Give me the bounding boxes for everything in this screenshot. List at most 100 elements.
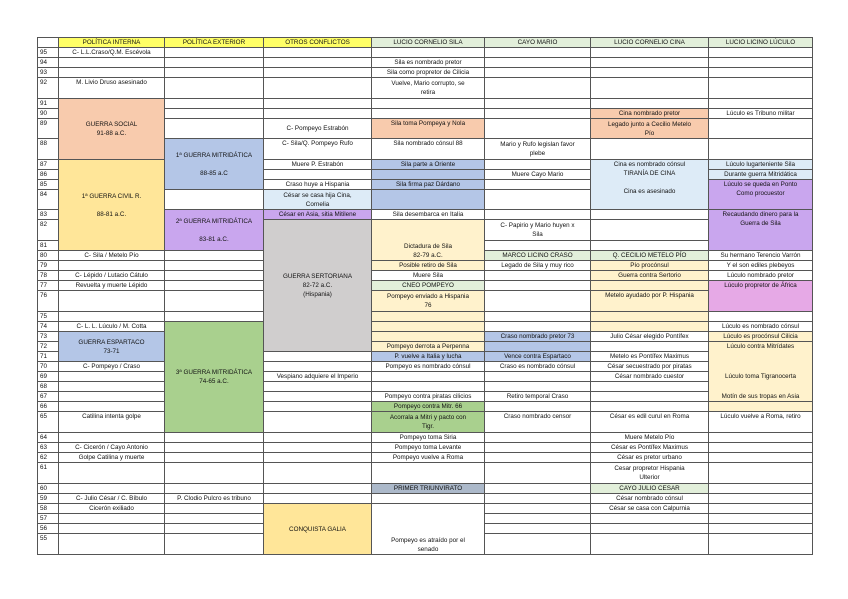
year-label: 92 (38, 78, 58, 98)
event-cell-politica-interna: C- Pompeyo / Craso (59, 362, 164, 371)
year-label: 61 (38, 463, 58, 483)
event-cell-politica-interna: Cicerón exiliado (59, 504, 164, 513)
event-text: Acorrala a Mitri y pacto con (389, 414, 467, 421)
empty-cell (165, 524, 263, 533)
event-cell-politica-interna: C- L. L. Lúculo / M. Cotta (59, 322, 164, 331)
event-cell-otros-conflictos: Vespiano adquiere el Imperio (264, 372, 371, 381)
empty-cell (485, 241, 590, 250)
event-text: Craso es nombrado cónsul (499, 363, 576, 370)
year-label: 68 (38, 382, 58, 391)
event-text: C- Papirio y Mario huyen x (500, 222, 575, 229)
event-cell-sila: Pompeyo es atraído por el senado (372, 504, 484, 554)
event-cell-mario (485, 342, 590, 351)
event-text: Lúculo lugarteniente Sila (726, 161, 795, 168)
empty-cell (165, 484, 263, 493)
empty-cell (709, 58, 812, 67)
empty-cell (485, 271, 590, 280)
event-cell-sila (372, 332, 484, 341)
empty-cell (485, 48, 590, 57)
event-text: GUERRA SOCIAL (85, 121, 138, 128)
year-label: 65 (38, 412, 58, 432)
year-label: 86 (38, 170, 58, 179)
empty-cell (709, 514, 812, 523)
year-label: 76 (38, 291, 58, 311)
event-text: C- Pompeyo / Craso (82, 363, 141, 370)
empty-cell (264, 433, 371, 442)
event-cell-luculo: Lúculo es procónsul Cilicia (709, 332, 812, 341)
event-cell-sila: Sila parte a Oriente (372, 160, 484, 169)
empty-cell (165, 281, 263, 290)
empty-cell (372, 48, 484, 57)
empty-cell (709, 68, 812, 77)
empty-cell (591, 58, 708, 67)
empty-cell (165, 534, 263, 554)
event-text: Sila (532, 231, 543, 238)
event-cell-politica-exterior: 2ª GUERRA MITRIDÁTICA 83-81 a.C. (165, 210, 263, 250)
column-header-sila: LUCIO CORNELIO SILA (372, 38, 484, 47)
empty-cell (485, 58, 590, 67)
event-cell-mario: Craso nombrado censor (485, 412, 590, 432)
event-text: César es edil curul en Roma (609, 413, 690, 420)
event-text: CONQUISTA GALIA (289, 525, 346, 533)
event-cell-luculo: Y el son ediles plebeyos (709, 261, 812, 270)
empty-cell (165, 119, 263, 138)
empty-cell (264, 484, 371, 493)
empty-cell (59, 524, 164, 533)
event-text: Pompeyo es nombrado cónsul (385, 363, 471, 370)
empty-cell (485, 453, 590, 462)
event-cell-sila (372, 170, 484, 179)
empty-cell (165, 291, 263, 311)
year-label: 66 (38, 402, 58, 411)
empty-cell (372, 494, 484, 503)
event-text: Ulterior (639, 474, 660, 481)
empty-cell (59, 514, 164, 523)
empty-cell (59, 372, 164, 381)
year-label: 80 (38, 251, 58, 260)
event-cell-mario: C- Papirio y Mario huyen x Sila (485, 220, 590, 240)
event-cell-sila: Pompeyo derrota a Perpenna (372, 342, 484, 351)
empty-cell (165, 68, 263, 77)
event-text: C- L.L.Craso/Q.M. Escévola (72, 49, 151, 56)
empty-cell (485, 312, 590, 321)
empty-cell (264, 68, 371, 77)
year-label: 70 (38, 362, 58, 371)
event-cell-sila: Pompeyo toma Siria (372, 433, 484, 442)
empty-cell (709, 484, 812, 493)
year-label: 55 (38, 534, 58, 554)
event-cell-sila: Pompeyo enviado a Hispania 76 (372, 291, 484, 311)
event-text: Lúculo vuelve a Roma, retiro (720, 413, 801, 420)
event-text: Guerra contra Sertorio (618, 272, 681, 279)
event-text: Motín de sus tropas en Asia (721, 392, 800, 400)
event-cell-luculo: Lúculo es Tribuno militar (709, 109, 812, 118)
empty-cell (264, 412, 371, 432)
event-cell-sila: Pompeyo contra Mitr. 66 (372, 402, 484, 411)
event-text: Muere P. Estrabón (291, 161, 344, 168)
year-label: 60 (38, 484, 58, 493)
event-cell-mario: Mario y Rufo legislan favor plebe (485, 139, 590, 159)
event-text: Pío (644, 129, 655, 137)
event-text: Sila toma Pompeya y Nola (390, 120, 466, 127)
event-text: Pompeyo contra Mitr. 66 (393, 403, 463, 410)
event-cell-politica-interna: Revuelta y muerte Lépido (59, 281, 164, 290)
event-text: senado (417, 546, 439, 553)
empty-cell (165, 504, 263, 513)
event-cell-cina: Legado junto a Cecilio Metelo Pío (591, 119, 708, 138)
event-cell-sila: P. vuelve a Italia y lucha (372, 352, 484, 361)
empty-cell (59, 402, 164, 411)
year-label: 73 (38, 332, 58, 341)
year-label: 62 (38, 453, 58, 462)
event-text: 3ª GUERRA MITRIDÁTICA (175, 369, 253, 376)
event-text: Guerra de Sila (740, 220, 781, 227)
empty-cell (264, 463, 371, 483)
event-cell-luculo: Lúculo es nombrado cónsul (709, 322, 812, 331)
event-cell-mario: Craso es nombrado cónsul (485, 362, 590, 371)
event-cell-cina: César es pretor urbano (591, 453, 708, 462)
empty-cell (59, 484, 164, 493)
event-cell-sila: Pompeyo vuelve a Roma (372, 453, 484, 462)
event-cell-sila: Pompeyo toma Levante (372, 443, 484, 452)
event-cell-cina: César nombrado cuestor (591, 372, 708, 381)
event-text: Lúculo propretor de África (724, 282, 797, 289)
empty-cell (485, 190, 590, 209)
event-cell-luculo: Recaudando dinero para la Guerra de Sila (709, 210, 812, 250)
event-text: 1ª GUERRA MITRIDÁTICA (175, 151, 253, 159)
